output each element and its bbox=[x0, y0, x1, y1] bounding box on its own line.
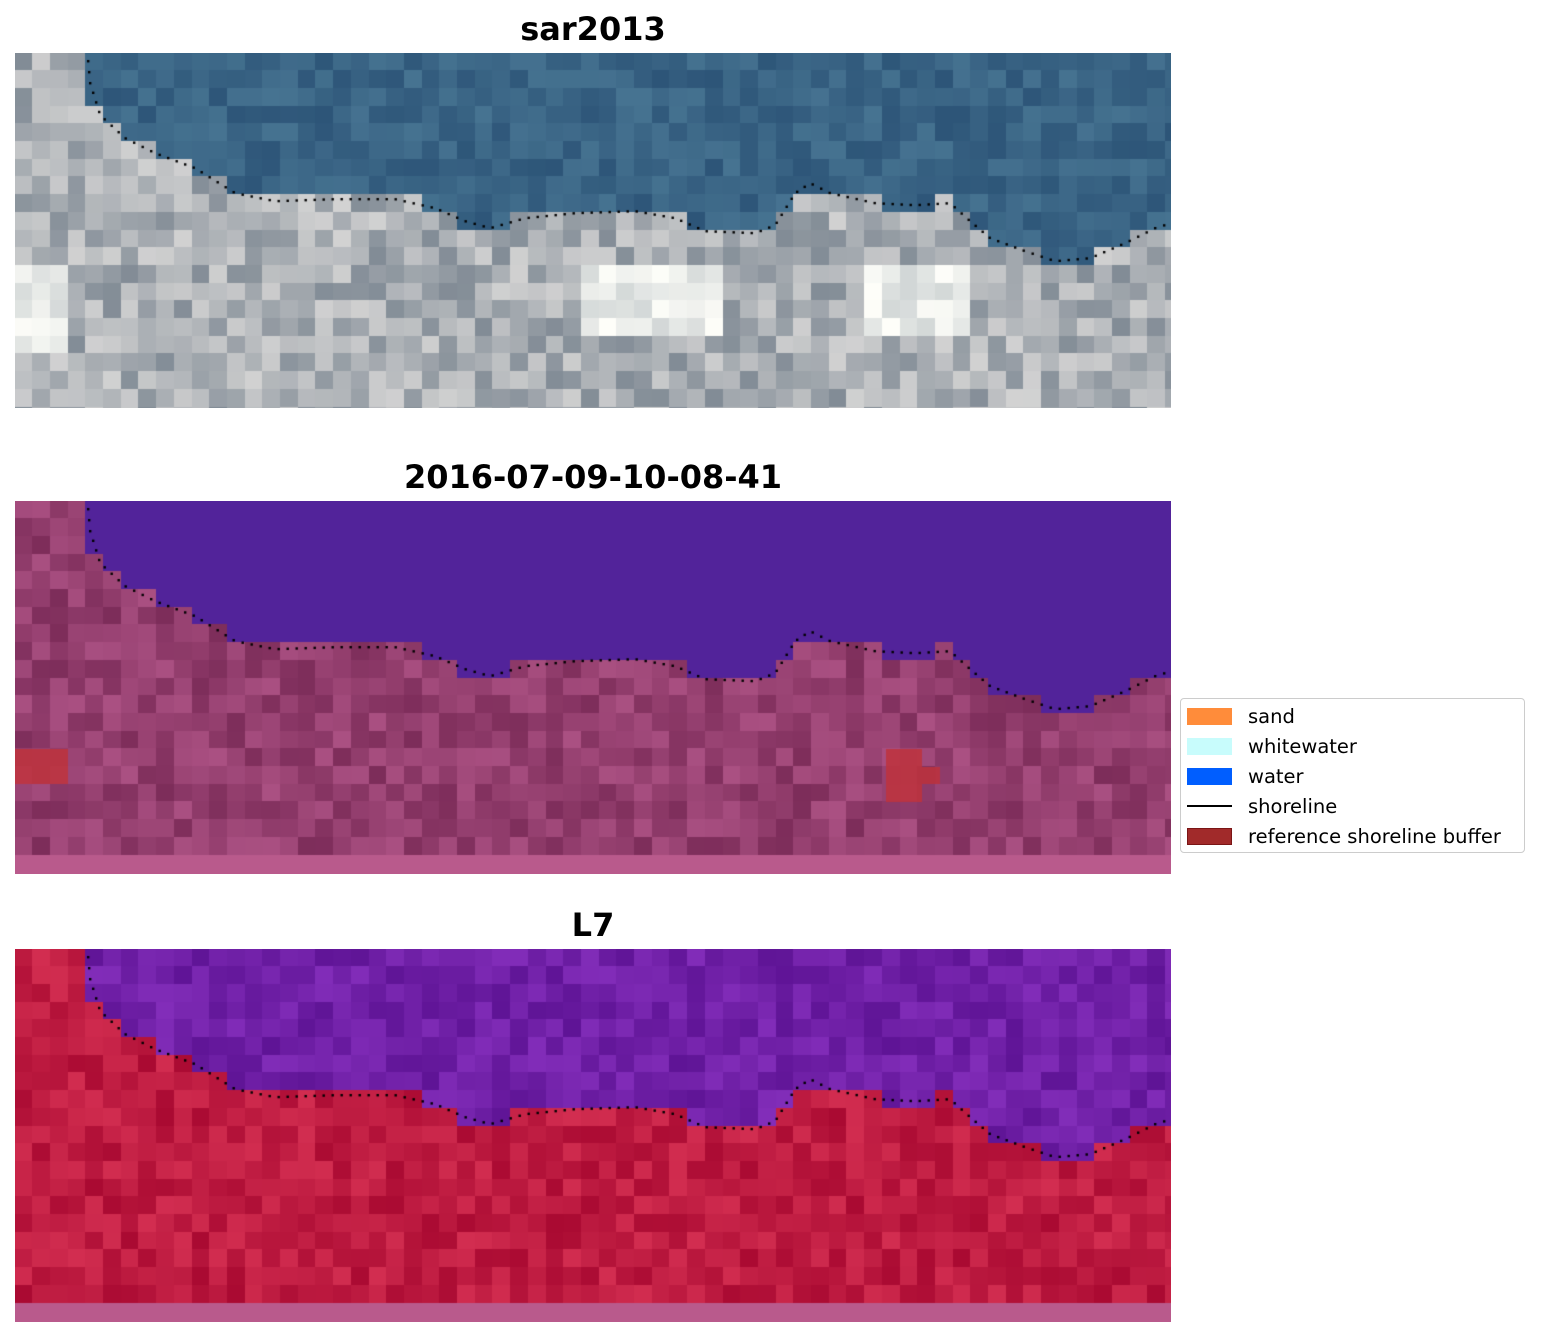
legend-item-shoreline: shoreline bbox=[1187, 794, 1338, 818]
panel-title-2: 2016-07-09-10-08-41 bbox=[403, 458, 783, 496]
legend-item-whitewater: whitewater bbox=[1187, 734, 1357, 758]
legend-label-reference-buffer: reference shoreline buffer bbox=[1248, 824, 1501, 848]
reference-buffer-swatch bbox=[1187, 827, 1232, 845]
legend-item-reference-buffer: reference shoreline buffer bbox=[1187, 824, 1501, 848]
legend-label-whitewater: whitewater bbox=[1248, 734, 1357, 758]
legend-label-water: water bbox=[1248, 764, 1304, 788]
panel-title-3: L7 bbox=[571, 906, 615, 944]
sand-swatch bbox=[1187, 707, 1232, 725]
index-image bbox=[15, 949, 1171, 1322]
whitewater-swatch bbox=[1187, 737, 1232, 755]
satellite-rgb-image bbox=[15, 53, 1171, 408]
legend-item-water: water bbox=[1187, 764, 1304, 788]
water-swatch bbox=[1187, 767, 1232, 785]
panel-title-1: sar2013 bbox=[520, 10, 666, 48]
legend-label-sand: sand bbox=[1248, 704, 1295, 728]
legend: sand whitewater water shoreline referenc… bbox=[1180, 698, 1525, 853]
legend-label-shoreline: shoreline bbox=[1248, 794, 1338, 818]
shoreline-line-swatch bbox=[1187, 805, 1232, 807]
classified-image bbox=[15, 501, 1171, 874]
legend-item-sand: sand bbox=[1187, 704, 1295, 728]
